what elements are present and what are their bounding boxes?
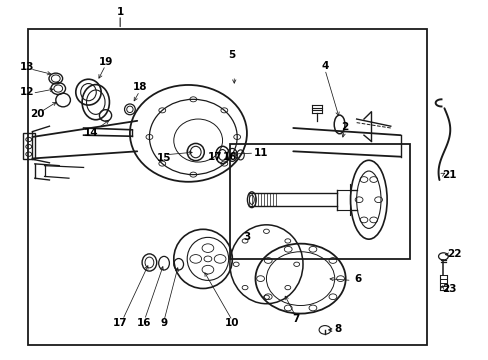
Text: 4: 4: [321, 60, 328, 71]
Text: 15: 15: [157, 153, 171, 163]
Text: 10: 10: [224, 318, 239, 328]
Text: 8: 8: [334, 324, 341, 334]
Text: 5: 5: [228, 50, 235, 60]
Text: 2: 2: [340, 122, 347, 132]
Text: 22: 22: [446, 248, 460, 258]
Text: 23: 23: [441, 284, 456, 294]
Text: 6: 6: [353, 274, 361, 284]
Bar: [27, 30, 427, 345]
Text: 12: 12: [20, 87, 35, 97]
Text: 11: 11: [254, 148, 268, 158]
Text: 1: 1: [116, 7, 123, 17]
Text: 14: 14: [83, 128, 98, 138]
Text: 21: 21: [441, 170, 456, 180]
Text: 17: 17: [207, 152, 222, 162]
Text: 7: 7: [291, 315, 299, 324]
Text: 9: 9: [160, 318, 167, 328]
Text: 16: 16: [222, 152, 237, 162]
Text: 3: 3: [243, 232, 250, 242]
Bar: [229, 144, 409, 259]
Ellipse shape: [82, 85, 109, 120]
Text: 17: 17: [113, 318, 127, 328]
Text: 18: 18: [132, 82, 146, 92]
Text: 16: 16: [137, 318, 151, 328]
Text: 20: 20: [30, 109, 44, 119]
Text: 19: 19: [98, 57, 113, 67]
Text: 13: 13: [20, 62, 35, 72]
